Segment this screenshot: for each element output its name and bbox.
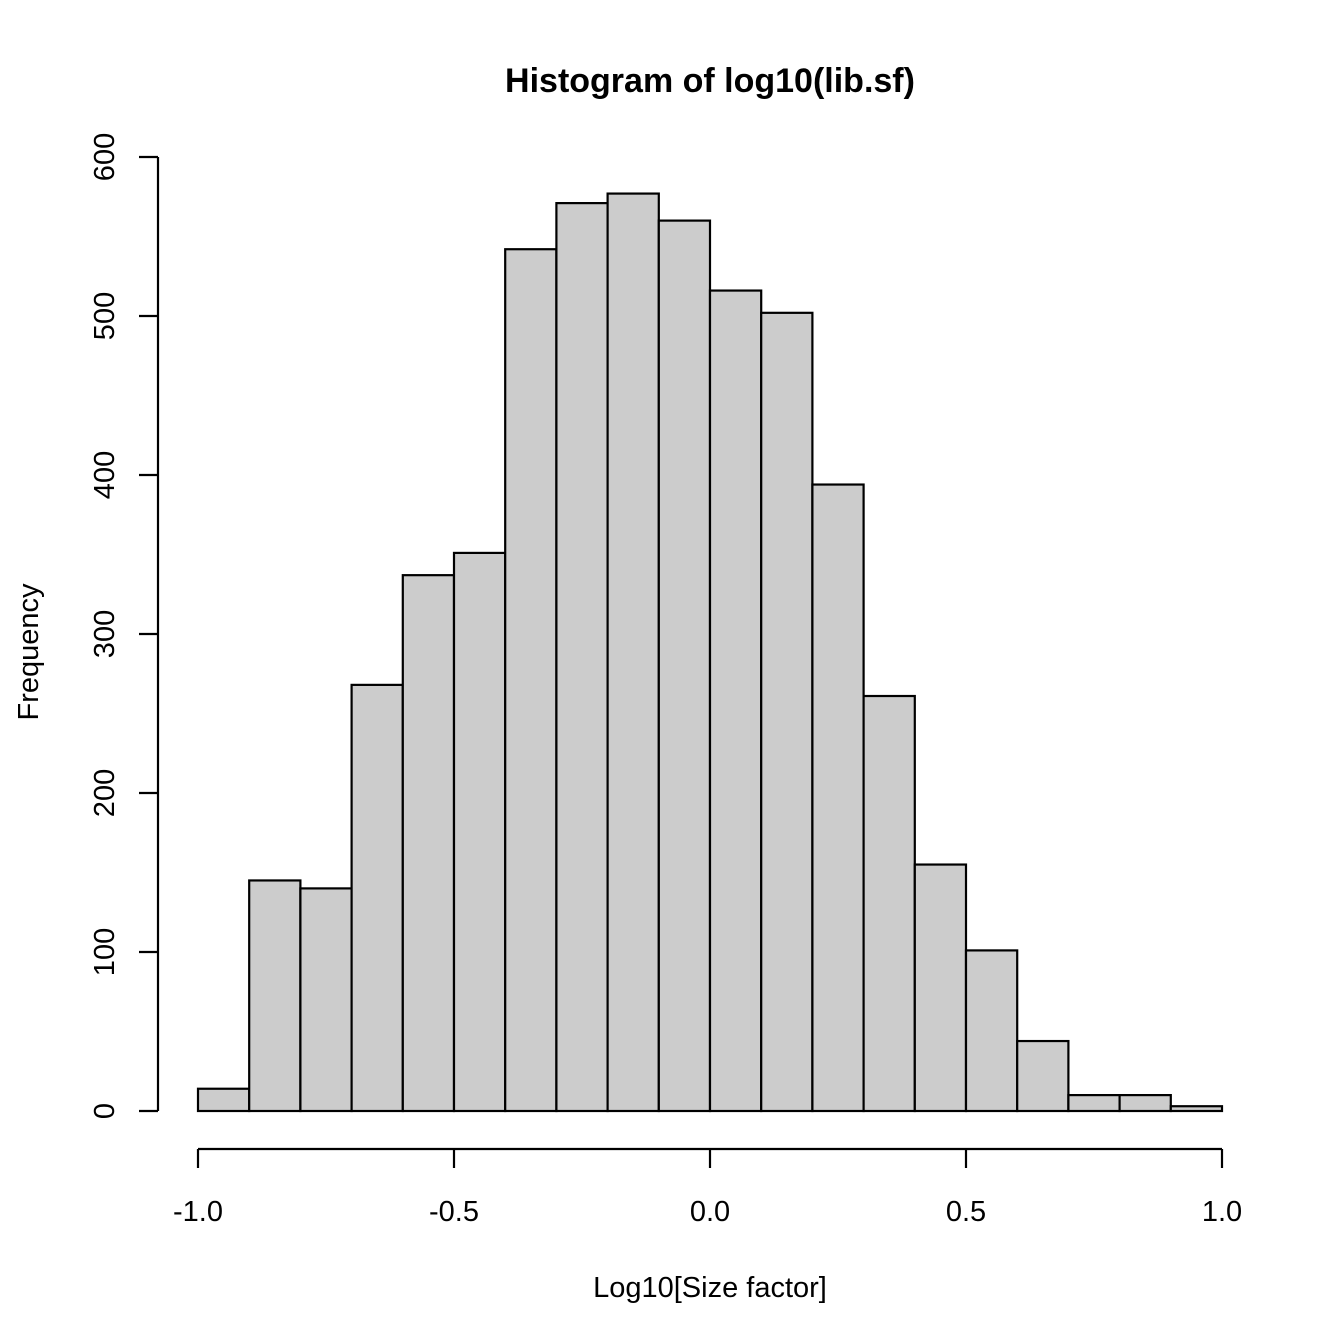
x-axis: -1.0 -0.5 0.0 0.5 1.0: [173, 1147, 1242, 1228]
y-tick-label-5: 500: [89, 292, 121, 340]
y-tick-label-4: 400: [89, 451, 121, 499]
x-tick-label-1: -0.5: [429, 1196, 479, 1228]
y-tick-label-0: 0: [89, 1103, 121, 1119]
histogram-bar-3: [350, 683, 404, 1113]
histogram-bar-5: [452, 551, 507, 1113]
chart-title: Histogram of log10(lib.sf): [505, 62, 915, 100]
histogram-bar-4: [401, 574, 456, 1113]
histogram-bar-18: [1118, 1093, 1172, 1113]
histogram-bar-12: [811, 483, 865, 1113]
y-tick-label-6: 600: [89, 133, 121, 181]
histogram-bar-1: [248, 879, 302, 1113]
bars-group: [196, 192, 1224, 1113]
histogram-bar-10: [708, 289, 763, 1113]
histogram-bar-11: [760, 311, 814, 1113]
histogram-bar-13: [862, 694, 916, 1113]
x-tick-label-0: -1.0: [173, 1196, 223, 1228]
x-axis-label: Log10[Size factor]: [593, 1272, 827, 1304]
histogram-bar-6: [504, 248, 558, 1113]
histogram-bar-8: [606, 192, 660, 1113]
x-tick-label-4: 1.0: [1202, 1196, 1242, 1228]
histogram-bar-16: [1016, 1039, 1070, 1113]
x-tick-label-3: 0.5: [946, 1196, 986, 1228]
histogram-bar-9: [657, 219, 712, 1113]
histogram-bar-7: [555, 202, 609, 1113]
histogram-bar-17: [1067, 1093, 1121, 1113]
y-tick-label-1: 100: [89, 928, 121, 976]
histogram-bar-0: [196, 1087, 251, 1113]
y-tick-label-2: 200: [89, 769, 121, 817]
y-tick-label-3: 300: [89, 610, 121, 658]
histogram-bar-14: [913, 863, 968, 1113]
y-axis-label: Frequency: [13, 583, 45, 721]
histogram-bar-15: [964, 949, 1019, 1113]
y-axis: 0 100 200 300 400 500 600: [89, 133, 160, 1119]
histogram-bar-2: [299, 887, 353, 1113]
x-tick-label-2: 0.0: [690, 1196, 730, 1228]
histogram-bar-19: [1169, 1105, 1224, 1113]
